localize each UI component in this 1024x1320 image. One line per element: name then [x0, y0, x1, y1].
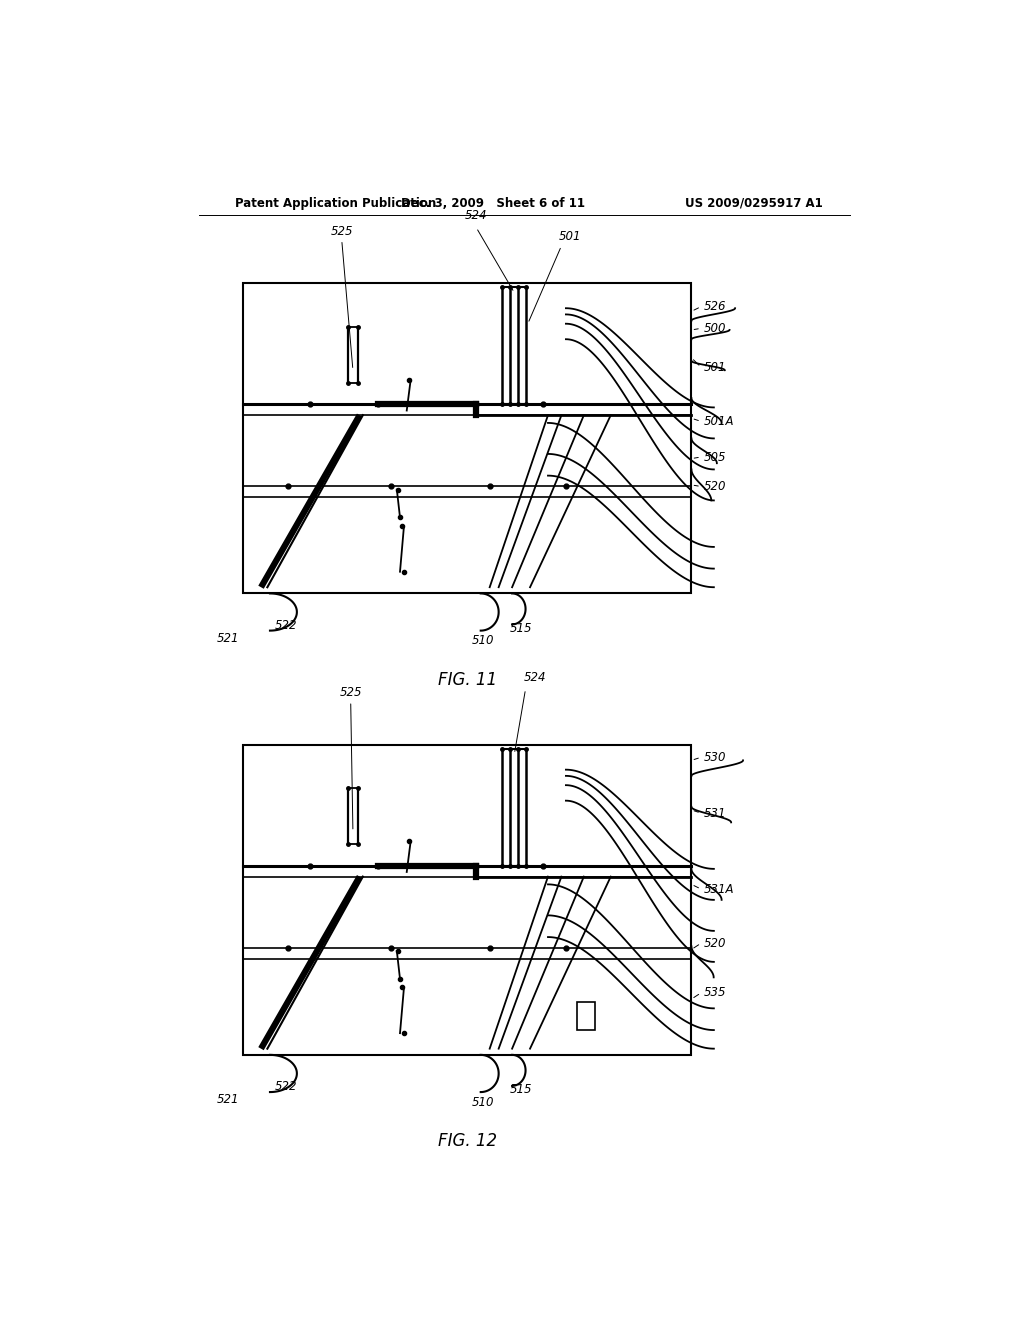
Text: 531A: 531A	[703, 883, 734, 895]
Text: 501: 501	[559, 230, 582, 243]
Text: 515: 515	[510, 622, 532, 635]
Text: 530: 530	[703, 751, 726, 764]
Text: US 2009/0295917 A1: US 2009/0295917 A1	[685, 197, 822, 210]
Bar	[243, 744, 691, 1055]
Text: 531: 531	[703, 807, 726, 820]
Text: 505: 505	[703, 450, 726, 463]
Text: 521: 521	[217, 1093, 239, 1106]
Text: 501: 501	[703, 360, 726, 374]
Text: FIG. 12: FIG. 12	[437, 1133, 497, 1150]
Text: 521: 521	[217, 632, 239, 645]
Text: 520: 520	[703, 480, 726, 492]
Text: 500: 500	[703, 322, 726, 335]
Text: 524: 524	[523, 671, 546, 684]
Text: 515: 515	[510, 1084, 532, 1097]
Text: Dec. 3, 2009   Sheet 6 of 11: Dec. 3, 2009 Sheet 6 of 11	[401, 197, 585, 210]
Text: 501A: 501A	[703, 414, 734, 428]
Text: 522: 522	[274, 619, 297, 632]
Text: FIG. 11: FIG. 11	[437, 671, 497, 689]
Bar	[243, 284, 691, 594]
Text: 510: 510	[472, 634, 495, 647]
Text: 520: 520	[703, 937, 726, 950]
Text: 524: 524	[465, 210, 487, 223]
Text: 525: 525	[331, 224, 353, 238]
Text: 522: 522	[274, 1080, 297, 1093]
Text: 535: 535	[703, 986, 726, 999]
Text: 526: 526	[703, 300, 726, 313]
Text: 525: 525	[339, 686, 361, 700]
Text: 510: 510	[472, 1096, 495, 1109]
Bar	[578, 1002, 595, 1030]
Text: Patent Application Publication: Patent Application Publication	[236, 197, 436, 210]
